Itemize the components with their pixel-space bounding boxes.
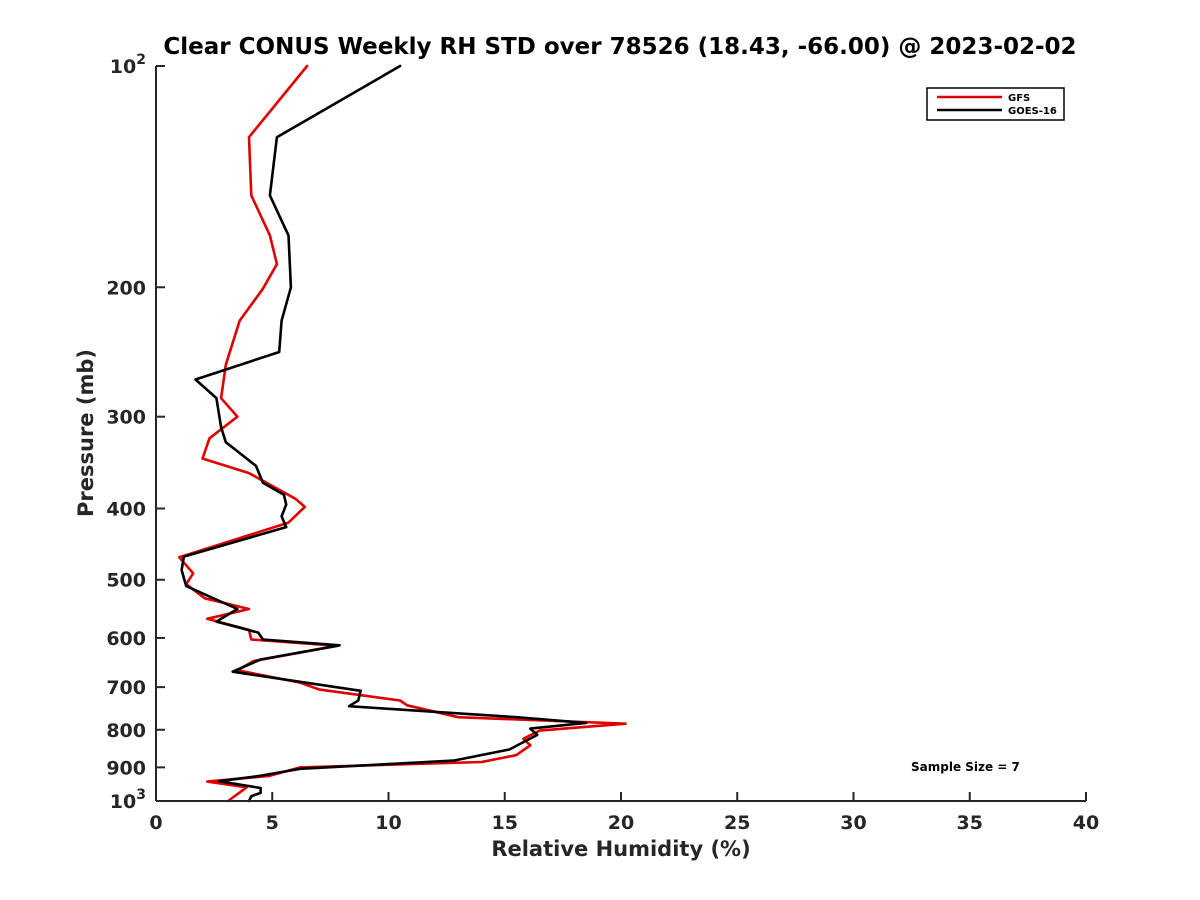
y-tick-label: 200 <box>106 277 146 299</box>
y-axis-title: Pressure (mb) <box>74 349 98 517</box>
y-tick-label: 400 <box>106 499 146 521</box>
x-tick-label: 20 <box>608 812 634 834</box>
y-tick-label: 700 <box>106 677 146 699</box>
series-layer <box>178 64 627 803</box>
x-tick-label: 0 <box>149 812 162 834</box>
legend-label-goes16: GOES-16 <box>1008 106 1057 117</box>
y-tick-label: 300 <box>106 407 146 429</box>
chart-title: Clear CONUS Weekly RH STD over 78526 (18… <box>163 34 1076 60</box>
x-axis-ticks: 0 5 10 15 20 25 30 35 40 <box>149 792 1099 834</box>
y-axis-ticks: 102 200 300 400 500 600 700 800 900 103 <box>106 52 165 813</box>
y-tick-label: 102 <box>110 52 146 78</box>
plot-area: 0 5 10 15 20 25 30 35 40 102 200 300 400 500 600 700 80… <box>106 52 1099 834</box>
y-tick-label: 900 <box>106 757 146 779</box>
x-axis-title: Relative Humidity (%) <box>491 837 750 861</box>
series-line-goes16 <box>180 64 588 803</box>
sample-size-annotation: Sample Size = 7 <box>911 760 1020 774</box>
y-tick-label: 600 <box>106 628 146 650</box>
y-tick-label: 800 <box>106 720 146 742</box>
legend: GFS GOES-16 <box>926 87 1065 121</box>
series-line-gfs <box>178 64 627 803</box>
x-tick-label: 10 <box>375 812 401 834</box>
x-tick-label: 25 <box>724 812 750 834</box>
x-tick-label: 40 <box>1073 812 1099 834</box>
x-tick-label: 30 <box>840 812 866 834</box>
y-tick-label: 500 <box>106 570 146 592</box>
x-tick-label: 35 <box>957 812 983 834</box>
legend-box <box>926 87 1065 121</box>
legend-label-gfs: GFS <box>1008 93 1030 104</box>
x-tick-label: 15 <box>492 812 518 834</box>
y-tick-label: 103 <box>110 787 146 813</box>
x-tick-label: 5 <box>266 812 279 834</box>
